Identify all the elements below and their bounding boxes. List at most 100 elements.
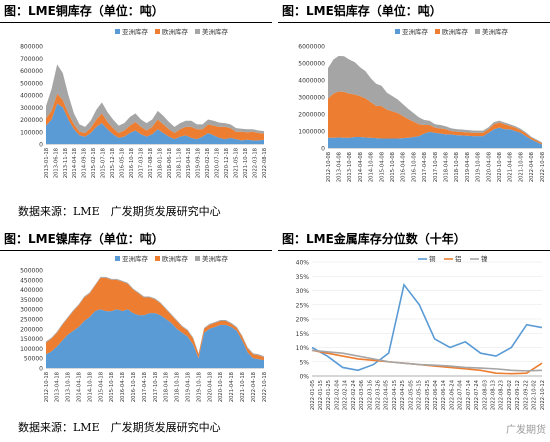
aluminium-legend-swatch — [435, 29, 440, 34]
nickel-legend-item: 美洲库存 — [195, 254, 229, 263]
nickel-series-1 — [46, 277, 264, 361]
nickel-legend-item: 欧洲库存 — [155, 254, 189, 263]
percentile-ytick-label: 5% — [299, 359, 309, 366]
copper-legend-swatch — [115, 29, 120, 34]
aluminium-xtick-label: 2019-04-08 — [465, 152, 471, 182]
copper-chart: 0 100000 200000 300000 400000 500000 600000 700… — [0, 24, 272, 198]
percentile-ytick-label: 30% — [296, 288, 310, 295]
nickel-xtick-label: 2019-10-18 — [196, 372, 202, 402]
nickel-legend-swatch — [155, 256, 160, 261]
percentile-xtick-label: 2022-08-13 — [491, 380, 497, 410]
nickel-xtick-label: 2020-10-18 — [218, 372, 224, 402]
nickel-legend-label: 美洲库存 — [202, 254, 229, 263]
source-note-bottom: 数据来源：LME 广发期货发展研究中心 — [18, 421, 221, 434]
aluminium-ytick-label: 1000000 — [298, 129, 325, 136]
aluminium-ytick-label: 4000000 — [298, 78, 325, 85]
nickel-ytick-label: 50000 — [24, 356, 43, 363]
copper-ytick-label: 500000 — [20, 80, 43, 87]
aluminium-panel: 图：LME铝库存（单位：吨） 0 1000000 2000000 3000000 400… — [278, 0, 550, 198]
copper-xtick-label: 2013-11-18 — [63, 148, 69, 178]
aluminium-legend-swatch — [475, 29, 480, 34]
aluminium-chart: 0 1000000 2000000 3000000 4000000 5000000 6000… — [278, 24, 550, 198]
nickel-ytick-label: 250000 — [20, 317, 43, 324]
copper-chart-svg: 0 100000 200000 300000 400000 500000 600000 700… — [20, 27, 268, 178]
nickel-xtick-label: 2022-04-18 — [251, 372, 257, 402]
percentile-legend-label: 铜 — [429, 254, 436, 263]
percentile-xtick-label: 2022-06-14 — [441, 379, 447, 410]
copper-xtick-label: 2017-03-18 — [139, 148, 145, 178]
percentile-xtick-label: 2022-01-15 — [318, 380, 324, 410]
copper-legend-swatch — [195, 29, 200, 34]
copper-xtick-label: 2016-05-18 — [120, 148, 126, 178]
aluminium-xtick-label: 2022-10-08 — [540, 152, 546, 182]
nickel-legend-item: 亚洲库存 — [115, 254, 149, 263]
copper-ytick-label: 700000 — [20, 56, 43, 63]
nickel-chart-title: 图：LME镍库存（单位：吨） — [0, 228, 272, 251]
aluminium-xtick-label: 2017-10-08 — [433, 152, 439, 182]
nickel-ytick-label: 200000 — [20, 326, 43, 333]
percentile-xtick-label: 2022-05-25 — [425, 380, 431, 410]
copper-xtick-label: 2016-10-18 — [129, 148, 135, 178]
copper-xtick-label: 2020-12-18 — [224, 148, 230, 178]
percentile-legend-label: 铝 — [455, 254, 462, 263]
nickel-legend-label: 亚洲库存 — [122, 254, 149, 263]
copper-legend-label: 欧洲库存 — [162, 27, 189, 36]
copper-xtick-label: 2020-02-18 — [205, 148, 211, 178]
nickel-xtick-label: 2019-04-18 — [186, 372, 192, 402]
percentile-series-2 — [311, 349, 543, 372]
percentile-xtick-label: 2022-03-16 — [367, 380, 373, 410]
aluminium-legend-item: 欧洲库存 — [435, 27, 469, 36]
percentile-xtick-label: 2022-08-23 — [499, 380, 505, 410]
percentile-ytick-label: 10% — [296, 345, 310, 352]
aluminium-ytick-label: 2000000 — [298, 112, 325, 119]
copper-series-0 — [46, 103, 264, 144]
nickel-legend-swatch — [195, 256, 200, 261]
aluminium-xtick-label: 2015-04-08 — [379, 152, 385, 182]
copper-legend-label: 亚洲库存 — [122, 27, 149, 36]
aluminium-ytick-label: 5000000 — [298, 61, 325, 68]
nickel-xtick-label: 2021-10-18 — [240, 372, 246, 402]
percentile-xtick-label: 2022-05-15 — [417, 380, 423, 410]
percentile-series-0 — [311, 282, 543, 372]
copper-legend-label: 美洲库存 — [202, 27, 229, 36]
nickel-xtick-label: 2012-10-18 — [44, 372, 50, 402]
copper-xtick-label: 2022-08-18 — [262, 148, 268, 178]
copper-xtick-label: 2020-07-18 — [214, 148, 220, 178]
percentile-xtick-label: 2022-09-02 — [507, 380, 513, 410]
percentile-chart-svg: 0%5%10%15%20%25%30%35%40%2022-01-05 2022-… — [296, 254, 546, 410]
copper-xtick-label: 2017-08-18 — [148, 148, 154, 178]
copper-xtick-label: 2013-06-18 — [53, 148, 59, 178]
copper-ytick-label: 600000 — [20, 68, 43, 75]
nickel-ytick-label: 100000 — [20, 346, 43, 353]
aluminium-xtick-label: 2018-10-08 — [454, 152, 460, 182]
aluminium-chart-title: 图：LME铝库存（单位：吨） — [278, 0, 550, 23]
nickel-chart-svg: 0 50000 100000 150000 200000 250000 300000 3500… — [20, 254, 268, 402]
aluminium-xtick-label: 2013-10-08 — [347, 152, 353, 182]
percentile-ytick-label: 40% — [296, 260, 310, 267]
percentile-xtick-label: 2022-02-14 — [343, 379, 349, 410]
copper-series-2 — [46, 64, 264, 134]
percentile-chart-title: 图：LME金属库存分位数（十年） — [278, 228, 550, 251]
copper-xtick-label: 2022-03-18 — [252, 148, 258, 178]
copper-legend-swatch — [155, 29, 160, 34]
nickel-xtick-label: 2018-04-18 — [164, 372, 170, 402]
nickel-xtick-label: 2022-10-18 — [262, 372, 268, 402]
percentile-legend-item: 镍 — [470, 254, 488, 263]
aluminium-legend-swatch — [395, 29, 400, 34]
nickel-legend-label: 欧洲库存 — [162, 254, 189, 263]
percentile-xtick-label: 2022-10-12 — [540, 380, 546, 410]
percentile-xtick-label: 2022-06-04 — [433, 379, 439, 410]
copper-xtick-label: 2019-04-18 — [186, 148, 192, 178]
percentile-legend-label: 镍 — [481, 254, 488, 263]
aluminium-ytick-label: 6000000 — [298, 44, 325, 51]
aluminium-ytick-label: 0 — [321, 146, 325, 153]
percentile-xtick-label: 2022-09-22 — [523, 380, 529, 410]
aluminium-chart-svg: 0 1000000 2000000 3000000 4000000 5000000 6000… — [298, 27, 546, 182]
aluminium-xtick-label: 2018-04-08 — [444, 152, 450, 182]
aluminium-legend-item: 美洲库存 — [475, 27, 509, 36]
percentile-xtick-label: 2022-04-15 — [392, 380, 398, 410]
copper-xtick-label: 2018-11-18 — [176, 148, 182, 178]
percentile-ytick-label: 35% — [296, 274, 310, 281]
percentile-chart: 0% 5% 10% 15% 20% 25% 30% 35% 40% 2022-01-05 2022-… — [278, 252, 550, 438]
percentile-xtick-label: 2022-07-24 — [474, 379, 480, 410]
